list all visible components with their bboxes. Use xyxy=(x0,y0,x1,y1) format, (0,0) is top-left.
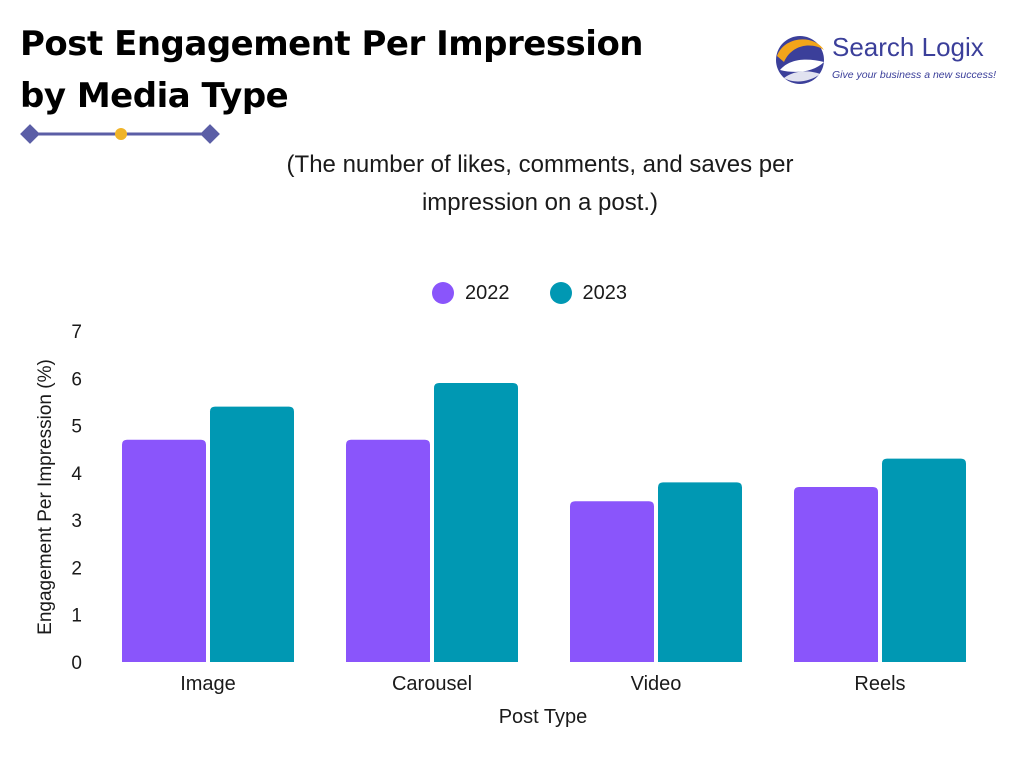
bar-carousel-2022 xyxy=(346,439,430,662)
x-tick-label-reels: Reels xyxy=(854,673,905,695)
legend-label-2022: 2022 xyxy=(465,281,510,304)
bar-reels-2022 xyxy=(794,487,878,662)
bar-image-2022 xyxy=(122,439,206,662)
y-tick-label-1: 1 xyxy=(71,606,82,627)
x-tick-label-image: Image xyxy=(180,673,236,695)
legend-swatch-2023 xyxy=(549,282,572,304)
search-logix-logo: Search Logix Give your business a new su… xyxy=(774,30,1004,90)
chart-subtitle: (The number of likes, comments, and save… xyxy=(180,146,900,222)
y-tick-label-4: 4 xyxy=(71,464,82,485)
divider-dot xyxy=(115,128,127,140)
x-tick-label-video: Video xyxy=(631,673,682,695)
y-tick-label-6: 6 xyxy=(71,369,82,390)
x-tick-label-carousel: Carousel xyxy=(392,673,472,695)
subtitle-line-2: impression on a post.) xyxy=(421,189,659,216)
y-tick-label-0: 0 xyxy=(71,653,82,674)
logo-swirl-icon xyxy=(776,36,824,84)
legend-label-2023: 2023 xyxy=(582,281,628,304)
title-line-1: Post Engagement Per Impression xyxy=(20,24,644,64)
bar-video-2023 xyxy=(658,482,742,662)
logo-tagline: Give your business a new success! xyxy=(832,69,996,81)
bar-reels-2023 xyxy=(882,458,966,662)
title-divider xyxy=(20,124,220,144)
y-tick-label-5: 5 xyxy=(71,417,82,438)
bar-video-2022 xyxy=(570,501,654,662)
title-line-2: by Media Type xyxy=(20,76,289,116)
subtitle-line-1: (The number of likes, comments, and save… xyxy=(286,151,794,178)
bar-carousel-2023 xyxy=(434,383,518,662)
legend-item-2022: 2022 xyxy=(432,282,510,305)
y-tick-label-3: 3 xyxy=(71,511,82,532)
legend-swatch-2022 xyxy=(432,282,454,304)
bar-image-2023 xyxy=(210,406,294,662)
chart-legend: 2022 2023 xyxy=(432,280,667,306)
x-axis-label: Post Type xyxy=(498,706,588,728)
y-tick-label-7: 7 xyxy=(71,322,82,343)
legend-item-2023: 2023 xyxy=(549,281,628,305)
logo-name: Search Logix xyxy=(832,32,984,62)
y-tick-label-2: 2 xyxy=(71,558,82,579)
chart-title: Post Engagement Per Impression by Media … xyxy=(20,18,644,122)
